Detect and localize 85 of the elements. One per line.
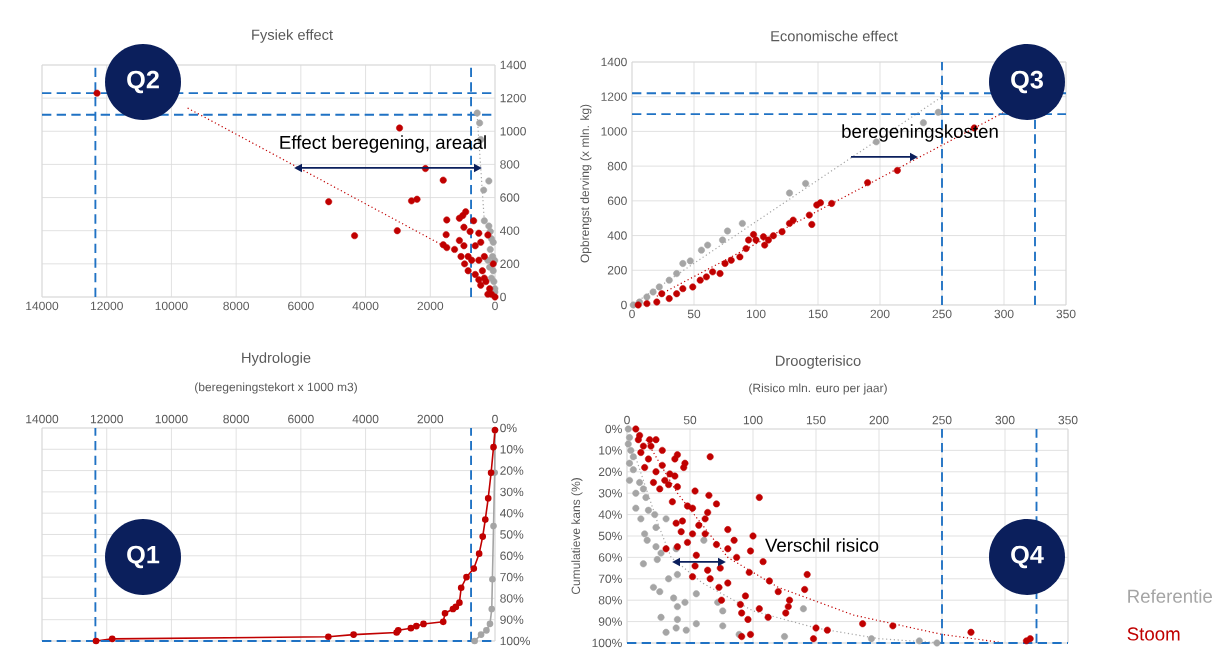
y-tick-label: 0% xyxy=(500,423,517,433)
y-tick-label: 60% xyxy=(598,553,622,562)
x-tick-label: 12000 xyxy=(90,414,123,424)
annotation: beregeningskosten xyxy=(842,124,998,142)
x-tick-label: 8000 xyxy=(223,301,250,311)
x-tick-label: 10000 xyxy=(155,301,188,311)
x-tick-label: 6000 xyxy=(288,414,314,424)
y-tick-label: 50% xyxy=(500,530,524,539)
y-tick-label: 10% xyxy=(500,445,524,454)
y-axis-title: Opbrengst derving (x mln. kg) xyxy=(580,104,592,263)
chart-title: Economische effect xyxy=(771,30,898,42)
annotation: Verschil risico xyxy=(765,538,879,552)
x-tick-label: 0 xyxy=(492,414,498,424)
annotation: Effect beregening, areaal xyxy=(280,135,486,153)
x-tick-label: 0 xyxy=(629,309,635,319)
y-tick-label: 90% xyxy=(500,615,524,624)
x-tick-label: 350 xyxy=(1058,415,1078,425)
x-tick-label: 350 xyxy=(1056,309,1076,319)
y-tick-label: 100% xyxy=(592,638,622,648)
x-tick-label: 4000 xyxy=(352,301,379,311)
y-tick-label: 30% xyxy=(500,487,524,497)
annotation: Q2 xyxy=(127,70,159,94)
y-tick-label: 100% xyxy=(500,636,530,646)
y-tick-label: 90% xyxy=(598,617,622,626)
y-tick-label: 400 xyxy=(499,226,520,235)
x-tick-label: 10000 xyxy=(155,414,188,424)
x-axis-title: (Risico mln. euro per jaar) xyxy=(749,383,887,395)
x-tick-label: 150 xyxy=(806,415,826,425)
chart-title: Fysiek effect xyxy=(252,29,333,43)
y-tick-label: 70% xyxy=(598,574,622,584)
annotation: Q4 xyxy=(1011,545,1044,569)
y-tick-label: 80% xyxy=(500,594,524,603)
y-tick-label: 0 xyxy=(500,292,506,302)
y-tick-label: 200 xyxy=(607,266,627,275)
x-tick-label: 4000 xyxy=(352,414,379,424)
y-tick-label: 0% xyxy=(605,424,622,434)
y-tick-label: 1000 xyxy=(500,127,526,136)
x-tick-label: 8000 xyxy=(223,414,250,424)
y-tick-label: 70% xyxy=(500,572,524,582)
x-tick-label: 300 xyxy=(995,415,1015,425)
x-tick-label: 150 xyxy=(808,309,828,319)
x-tick-label: 300 xyxy=(994,309,1014,319)
x-tick-label: 14000 xyxy=(26,414,59,424)
text: Stoom xyxy=(1127,627,1180,641)
y-tick-label: 1200 xyxy=(601,92,627,101)
y-tick-label: 50% xyxy=(598,531,622,541)
x-tick-label: 200 xyxy=(870,309,890,319)
y-tick-label: 30% xyxy=(598,488,622,498)
y-tick-label: 10% xyxy=(599,446,622,455)
text: Referentie xyxy=(1128,589,1212,603)
x-tick-label: 50 xyxy=(683,415,697,425)
y-tick-label: 800 xyxy=(500,160,520,169)
x-tick-label: 12000 xyxy=(90,301,123,311)
y-tick-label: 400 xyxy=(607,231,627,240)
y-axis-title: Cumulatieve kans (%) xyxy=(571,478,583,595)
x-tick-label: 6000 xyxy=(288,301,314,311)
y-tick-label: 40% xyxy=(499,508,524,518)
y-tick-label: 20% xyxy=(598,467,622,477)
y-tick-label: 1200 xyxy=(500,93,526,103)
x-tick-label: 14000 xyxy=(26,301,59,311)
x-tick-label: 0 xyxy=(492,301,498,311)
x-tick-label: 2000 xyxy=(417,414,444,424)
x-tick-label: 250 xyxy=(932,415,952,425)
x-tick-label: 100 xyxy=(743,415,763,425)
y-tick-label: 800 xyxy=(607,161,627,171)
x-tick-label: 200 xyxy=(869,415,889,425)
y-tick-label: 40% xyxy=(598,510,622,519)
chart-title: Hydrologie xyxy=(242,352,311,366)
x-tick-label: 2000 xyxy=(417,301,444,311)
annotation: Q3 xyxy=(1011,70,1043,94)
annotation: Q1 xyxy=(127,545,160,569)
y-tick-label: 20% xyxy=(500,466,524,475)
chart-title: Droogterisico xyxy=(776,355,861,369)
y-tick-label: 80% xyxy=(598,595,622,605)
x-tick-label: 250 xyxy=(932,309,952,319)
y-tick-label: 600 xyxy=(607,196,627,206)
y-tick-label: 600 xyxy=(500,193,520,202)
y-tick-label: 60% xyxy=(500,551,524,561)
y-tick-label: 200 xyxy=(500,259,520,269)
y-tick-label: 1400 xyxy=(601,57,627,67)
x-tick-label: 50 xyxy=(687,309,701,319)
y-tick-label: 1000 xyxy=(601,127,627,136)
x-tick-label: 100 xyxy=(746,309,766,319)
x-axis-title: (beregeningstekort x 1000 m3) xyxy=(195,382,357,394)
y-tick-label: 1400 xyxy=(500,60,526,70)
